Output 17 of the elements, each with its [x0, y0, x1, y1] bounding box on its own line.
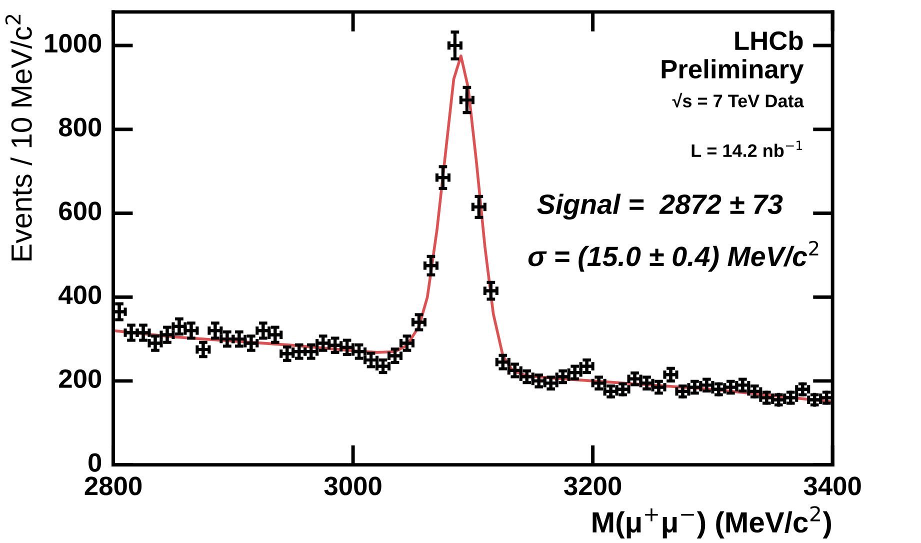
y-tick-label: 400: [58, 285, 102, 304]
y-tick-label: 200: [59, 369, 102, 388]
y-axis-title: Events / 10 MeV/c$^{2}$: [5, 14, 32, 260]
x-axis-title: M(μ$^{+}$μ$^{−}$) (MeV/c$^{2}$): [592, 506, 832, 538]
y-tick-label: 1000: [45, 34, 102, 53]
annotation: Signal = 2872 ± 73: [537, 194, 783, 220]
x-tick-label: 3000: [324, 476, 382, 496]
annotation: L = 14.2 nb$^{−1}$: [692, 140, 802, 158]
x-tick-label: 3200: [564, 476, 622, 496]
x-tick-label: 3400: [804, 476, 861, 496]
annotation: √s = 7 TeV Data: [672, 92, 804, 108]
annotation: LHCb Preliminary: [662, 30, 804, 84]
annotation: σ = (15.0 ± 0.4) MeV/c$^{2}$: [528, 240, 818, 272]
x-tick-label: 2800: [84, 476, 142, 496]
y-tick-label: 600: [59, 202, 102, 220]
y-tick-label: 0: [88, 453, 102, 472]
y-tick-label: 800: [58, 118, 102, 136]
